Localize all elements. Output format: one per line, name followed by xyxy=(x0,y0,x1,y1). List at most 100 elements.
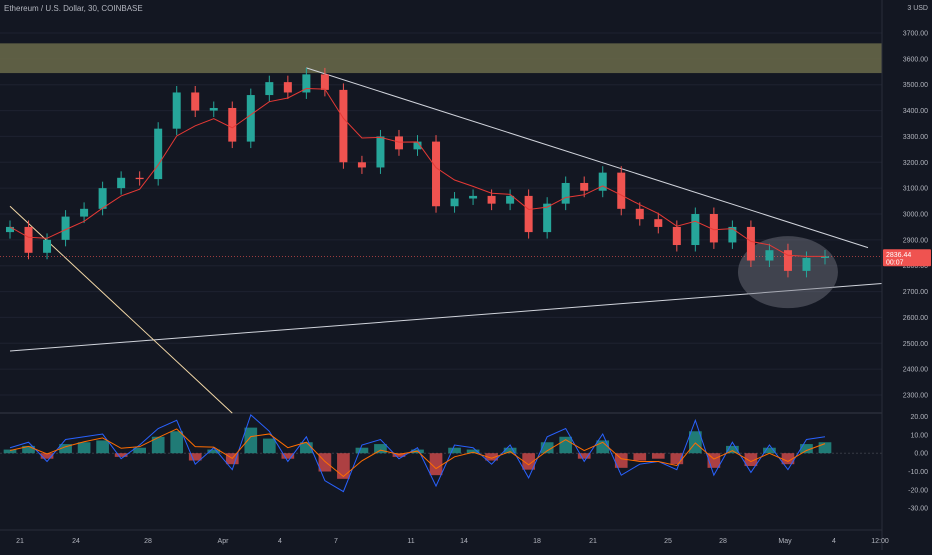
oscillator-bar xyxy=(392,453,406,457)
candle-body xyxy=(357,162,366,168)
time-tick-label: 21 xyxy=(589,538,597,545)
oscillator-bar xyxy=(355,447,369,454)
price-tick-label: 3000.00 xyxy=(903,212,928,219)
countdown-timer: 00:07 xyxy=(886,259,904,266)
candle-body xyxy=(802,257,811,271)
oscillator-bar xyxy=(429,453,443,476)
time-tick-label: 4 xyxy=(832,538,836,545)
oscillator-bar xyxy=(114,453,128,457)
candle-body xyxy=(80,208,89,217)
oscillator-bar xyxy=(503,447,517,454)
oscillator-bar xyxy=(670,453,684,465)
oscillator-bar xyxy=(726,445,739,454)
oscillator-tick-label: 10.00 xyxy=(910,432,928,439)
price-tick-label: 3200.00 xyxy=(903,160,928,167)
oscillator-tick-label: 0.00 xyxy=(914,451,928,458)
price-tick-label: 2800.00 xyxy=(903,263,928,270)
candle-body xyxy=(543,203,552,233)
candle-body xyxy=(728,226,737,243)
price-tick-label: 2400.00 xyxy=(903,367,928,374)
time-tick-label: May xyxy=(778,538,792,545)
oscillator-bar xyxy=(281,453,295,459)
candle-body xyxy=(246,95,255,142)
candle-body xyxy=(154,128,163,180)
price-axis-background xyxy=(882,0,932,550)
oscillator-bar xyxy=(448,447,461,454)
oscillator-bar xyxy=(77,442,91,454)
candle-body xyxy=(617,172,626,209)
price-tick-label: 2300.00 xyxy=(903,393,928,400)
time-tick-label: 28 xyxy=(719,538,727,545)
candle-body xyxy=(265,82,274,96)
time-tick-label: 7 xyxy=(334,538,338,545)
oscillator-bar xyxy=(466,449,480,454)
oscillator-bar xyxy=(800,444,813,454)
oscillator-bar xyxy=(614,453,628,468)
oscillator-bar xyxy=(633,453,647,461)
oscillator-bar xyxy=(3,449,17,454)
moving-average-line xyxy=(9,88,826,257)
candle-body xyxy=(302,74,311,93)
candle-body xyxy=(413,141,422,150)
candle-body xyxy=(191,92,200,111)
oscillator-bar xyxy=(59,444,72,454)
candle-body xyxy=(376,136,385,168)
oscillator-bar xyxy=(522,453,535,470)
candle-body xyxy=(43,239,52,253)
time-tick-label: 14 xyxy=(460,538,468,545)
oscillator-bar xyxy=(244,427,258,454)
resistance-zone xyxy=(0,43,882,74)
candle-body xyxy=(580,182,589,191)
candle-body xyxy=(172,92,181,129)
price-tick-label: 3500.00 xyxy=(903,82,928,89)
candle-body xyxy=(654,219,663,227)
oscillator-bar xyxy=(818,442,832,454)
candle-body xyxy=(635,208,644,220)
oscillator-bar xyxy=(22,445,35,454)
trendline-lower-ascending xyxy=(9,280,912,352)
candle-body xyxy=(432,141,441,207)
candle-body xyxy=(283,82,292,93)
price-tick-label: 2900.00 xyxy=(903,237,928,244)
candle-body xyxy=(6,226,14,233)
candle-body xyxy=(487,195,496,204)
oscillator-bar xyxy=(300,442,313,454)
price-tick-label: 3100.00 xyxy=(903,186,928,193)
symbol-header: Ethereum / U.S. Dollar, 30, COINBASE xyxy=(4,4,143,13)
price-tick-label: 3700.00 xyxy=(903,31,928,38)
oscillator-tick-label: -10.00 xyxy=(908,469,928,476)
oscillator-bar xyxy=(689,431,702,454)
time-tick-label: 28 xyxy=(144,538,152,545)
price-tick-label: 2500.00 xyxy=(903,341,928,348)
candle-body xyxy=(117,177,126,189)
oscillator-bar xyxy=(781,453,795,465)
candle-body xyxy=(450,198,459,207)
oscillator-bar xyxy=(485,453,498,461)
trendline-upper-descending xyxy=(306,67,869,249)
candle-body xyxy=(98,188,107,209)
candle-body xyxy=(24,226,33,253)
time-tick-label: Apr xyxy=(218,538,230,545)
candle-body xyxy=(339,89,348,163)
candle-body xyxy=(765,250,774,261)
time-tick-label: 4 xyxy=(278,538,282,545)
candle-body xyxy=(691,214,700,246)
oscillator-blue-line xyxy=(9,413,826,493)
candle-body xyxy=(394,136,403,150)
oscillator-bar xyxy=(577,453,591,459)
oscillator-bar xyxy=(170,431,184,454)
candle-body xyxy=(709,214,718,243)
currency-label: 3 USD xyxy=(907,5,928,12)
price-tick-label: 3300.00 xyxy=(903,134,928,141)
oscillator-bar xyxy=(744,453,758,467)
oscillator-bar xyxy=(40,453,54,459)
time-tick-label: 11 xyxy=(407,538,414,545)
time-tick-label: 12:00 xyxy=(871,538,889,545)
candle-body xyxy=(320,74,329,90)
price-tick-label: 3400.00 xyxy=(903,108,928,115)
time-tick-label: 21 xyxy=(16,538,24,545)
candle-body xyxy=(506,195,515,204)
candle-body xyxy=(524,195,533,233)
